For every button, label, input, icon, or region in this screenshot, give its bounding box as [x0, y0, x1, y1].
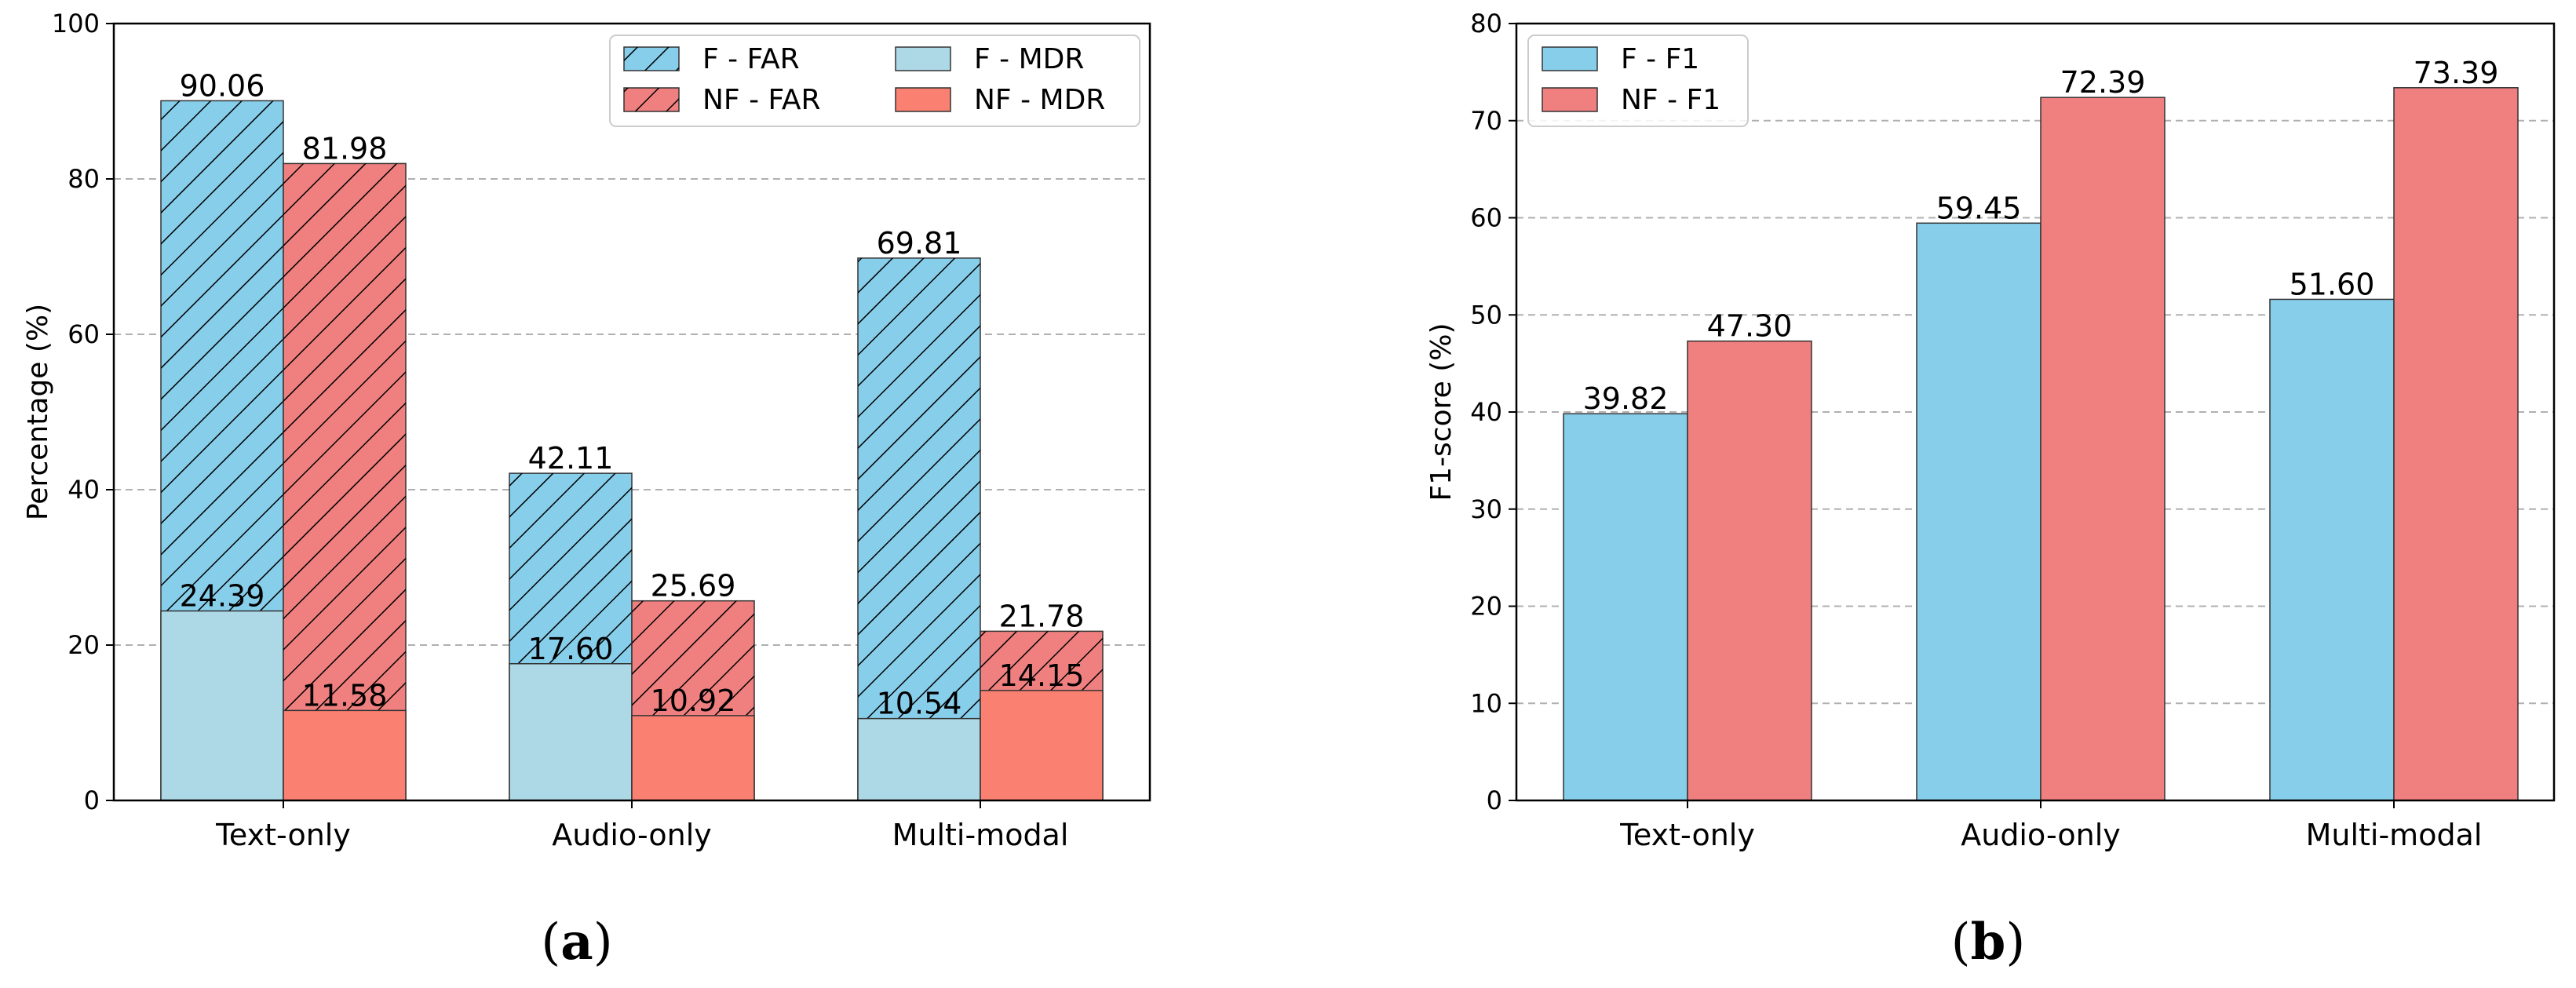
legend-hatch-nf-far	[624, 88, 679, 111]
y-tick-label: 30	[1470, 494, 1502, 524]
x-tick-label-text-only: Text-only	[215, 818, 351, 852]
data-label-nf-mdr-text-only: 11.58	[302, 678, 388, 713]
y-tick-label: 70	[1470, 106, 1502, 136]
y-tick-label: 10	[1470, 688, 1502, 718]
data-label-f-mdr-audio-only: 17.60	[528, 632, 614, 666]
panel-label: (b)	[1951, 913, 2026, 972]
legend-label-f-far: F - FAR	[702, 43, 800, 75]
legend: F - F1 NF - F1	[1527, 35, 1749, 127]
y-axis-title: Percentage (%)	[22, 304, 54, 520]
bar-f-mdr-multi-modal	[857, 717, 981, 801]
data-label-nf-mdr-multi-modal: 14.15	[999, 658, 1085, 693]
y-tick-label: 40	[68, 475, 100, 505]
data-label-nf-mdr-audio-only: 10.92	[651, 684, 736, 718]
hatch-f-far-multi-modal	[858, 257, 980, 801]
y-tick-label: 100	[52, 9, 100, 38]
data-label-nf-f1-text-only: 47.30	[1707, 309, 1793, 344]
bar-f-mdr-audio-only	[509, 663, 633, 801]
legend-label-nf-far: NF - FAR	[702, 84, 821, 116]
data-label-f-f1-text-only: 39.82	[1583, 381, 1669, 416]
legend-frame	[609, 35, 1140, 127]
legend-swatch-f-mdr	[895, 46, 951, 71]
legend-label-nf-f1: NF - F1	[1621, 84, 1720, 116]
chart-b: 0 10 20 30 40 50 60 70 80 39.82 47.30 59.45 72.39 51.…	[1425, 9, 2556, 972]
bar-f-f1-multi-modal	[2269, 298, 2395, 801]
y-tick-label: 0	[84, 786, 100, 815]
data-label-f-f1-audio-only: 59.45	[1936, 191, 2022, 225]
data-label-nf-f1-audio-only: 72.39	[2060, 65, 2146, 100]
legend-hatch-f-far	[624, 47, 679, 71]
legend-label-nf-mdr: NF - MDR	[974, 84, 1105, 116]
panel-label: (a)	[541, 913, 612, 972]
bar-nf-mdr-multi-modal	[980, 690, 1104, 801]
bars	[160, 100, 1104, 801]
x-tick-label-audio-only: Audio-only	[552, 818, 712, 852]
data-label-nf-far-audio-only: 25.69	[651, 569, 736, 603]
bar-f-f1-text-only	[1563, 413, 1688, 801]
data-label-f-f1-multi-modal: 51.60	[2290, 267, 2375, 301]
legend-swatch-nf-f1	[1542, 87, 1598, 112]
y-tick-label: 80	[68, 164, 100, 194]
x-tick-label-multi-modal: Multi-modal	[892, 818, 1069, 852]
axes-frame	[1515, 22, 2556, 802]
y-tick-label: 20	[68, 630, 100, 660]
data-label-f-mdr-text-only: 24.39	[180, 579, 265, 614]
data-labels: 90.06 24.39 81.98 11.58 42.11 17.60 25.69 10.92…	[180, 68, 1085, 720]
panel-label-letter: a	[560, 913, 593, 972]
bar-nf-f1-text-only	[1687, 340, 1812, 801]
y-tick-label: 20	[1470, 592, 1502, 622]
data-label-f-far-multi-modal: 69.81	[877, 226, 962, 261]
bar-f-f1-audio-only	[1916, 222, 2041, 801]
data-label-nf-far-multi-modal: 21.78	[999, 599, 1085, 633]
data-label-nf-f1-multi-modal: 73.39	[2414, 56, 2499, 90]
y-axis-title: F1-score (%)	[1425, 323, 1458, 501]
data-label-f-far-audio-only: 42.11	[528, 441, 614, 476]
x-tick-label-audio-only: Audio-only	[1961, 818, 2121, 852]
x-tick-label-text-only: Text-only	[1619, 818, 1755, 852]
bar-nf-f1-audio-only	[2040, 97, 2166, 801]
data-label-f-mdr-multi-modal: 10.54	[877, 687, 962, 721]
x-tick-label-multi-modal: Multi-modal	[2306, 818, 2483, 852]
bar-nf-f1-multi-modal	[2393, 87, 2519, 801]
legend-label-f-f1: F - F1	[1621, 43, 1699, 75]
y-tick-label: 60	[68, 319, 100, 349]
data-label-nf-far-text-only: 81.98	[302, 131, 388, 166]
data-label-f-far-text-only: 90.06	[180, 68, 265, 103]
legend-swatch-f-f1	[1542, 46, 1598, 71]
y-tick-label: 40	[1470, 397, 1502, 427]
chart-a: 0 20 40 60 80 100 90.06 24.39 81.98 11.58 42.11 17.…	[22, 9, 1151, 972]
y-tick-label: 50	[1470, 300, 1502, 330]
y-tick-label: 60	[1470, 203, 1502, 233]
data-labels: 39.82 47.30 59.45 72.39 51.60 73.39	[1583, 56, 2499, 416]
y-tick-label: 80	[1470, 9, 1502, 38]
y-tick-label: 0	[1487, 786, 1502, 815]
hatch-nf-far-text-only	[283, 163, 406, 800]
legend-swatch-nf-mdr	[895, 87, 951, 112]
panel-label-letter: b	[1971, 913, 2006, 972]
bars	[1563, 87, 2519, 801]
bar-nf-mdr-text-only	[283, 709, 407, 801]
legend-label-f-mdr: F - MDR	[974, 43, 1084, 75]
bar-f-mdr-text-only	[160, 610, 284, 801]
legend: F - FAR NF - FAR F - MDR NF - MDR	[609, 35, 1140, 127]
bar-nf-mdr-audio-only	[631, 715, 755, 801]
